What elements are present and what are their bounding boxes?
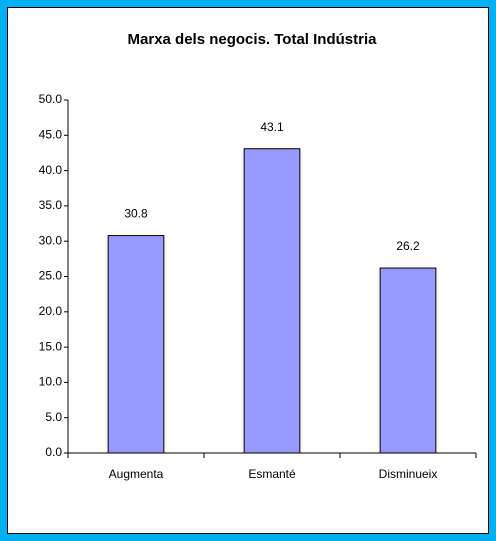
value-label: 26.2 <box>396 239 420 253</box>
bar <box>379 267 437 454</box>
x-tick-label: Esmanté <box>248 467 296 481</box>
bar <box>107 235 165 454</box>
y-tick-label: 45.0 <box>39 127 63 141</box>
y-tick-label: 35.0 <box>39 198 63 212</box>
bar <box>243 148 301 454</box>
value-label: 43.1 <box>260 120 284 134</box>
y-tick-label: 25.0 <box>39 269 63 283</box>
x-tick-label: Disminueix <box>379 467 438 481</box>
y-tick-label: 0.0 <box>45 445 62 459</box>
y-tick-label: 30.0 <box>39 233 63 247</box>
y-tick-label: 20.0 <box>39 304 63 318</box>
x-tick-label: Augmenta <box>109 467 164 481</box>
y-tick-label: 5.0 <box>45 410 62 424</box>
y-tick-label: 40.0 <box>39 163 63 177</box>
value-label: 30.8 <box>124 207 148 221</box>
chart-title: Marxa dels negocis. Total Indústria <box>128 31 378 48</box>
y-tick-label: 15.0 <box>39 339 63 353</box>
y-tick-label: 50.0 <box>39 92 63 106</box>
y-tick-label: 10.0 <box>39 375 63 389</box>
